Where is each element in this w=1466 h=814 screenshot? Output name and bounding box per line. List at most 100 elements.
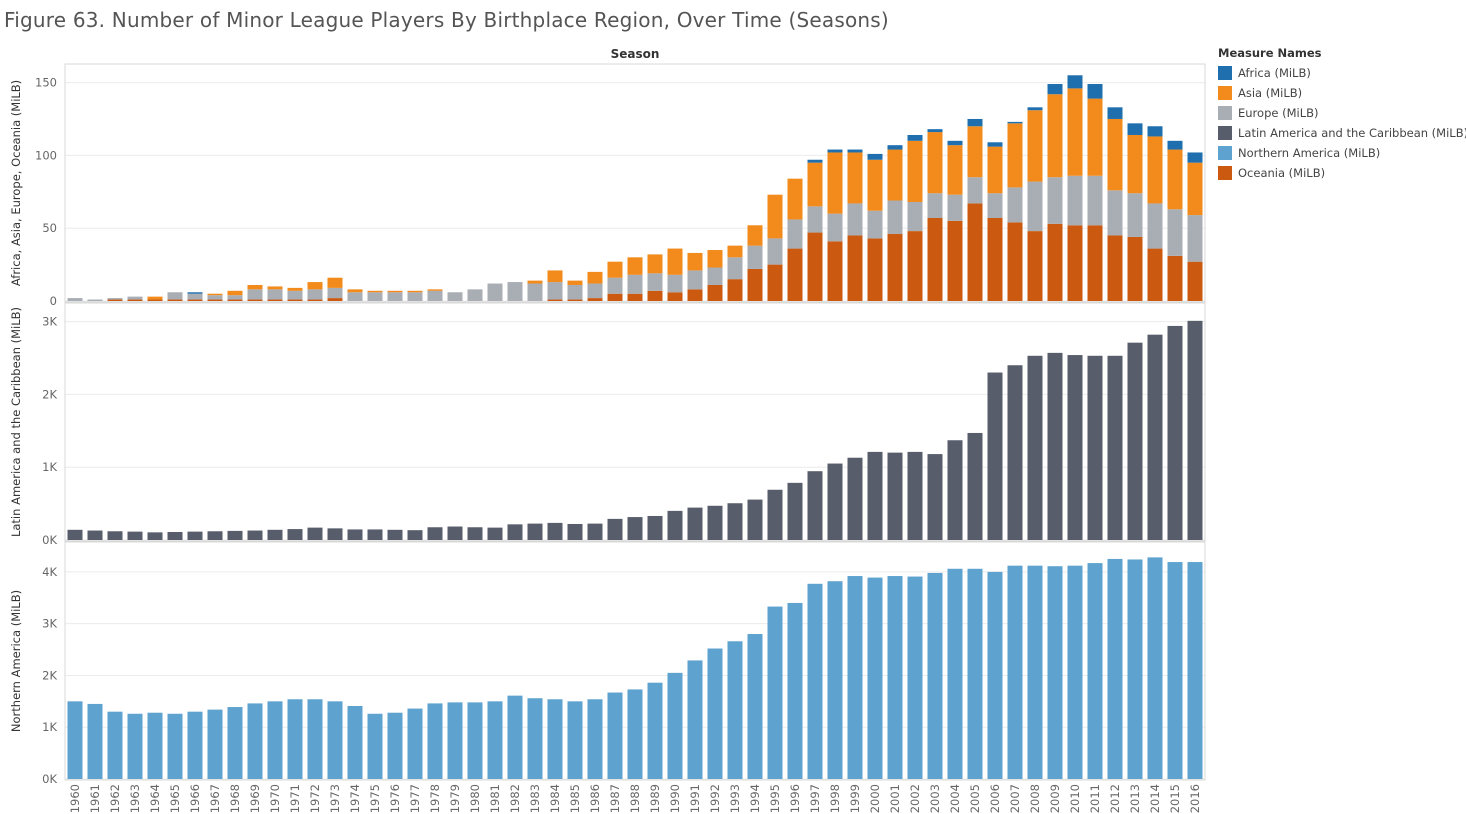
bar-latin-america-and-the-caribbean-milb-1977 — [407, 530, 423, 540]
x-tick-label: 1965 — [168, 784, 182, 813]
legend-item-oceania[interactable]: Oceania (MiLB) — [1218, 163, 1464, 183]
x-tick-label: 1987 — [608, 784, 622, 813]
bar-latin-america-and-the-caribbean-milb-1967 — [207, 531, 223, 540]
legend-swatch-latin-america — [1218, 126, 1232, 140]
bar-latin-america-and-the-caribbean-milb-1965 — [167, 531, 183, 540]
x-tick-label: 1963 — [128, 784, 142, 813]
x-tick-label: 1962 — [108, 784, 122, 813]
legend-label-northern-america: Northern America (MiLB) — [1238, 146, 1381, 160]
bar-oceania-milb-1991 — [687, 289, 703, 301]
bar-northern-america-milb-1967 — [207, 709, 223, 779]
bar-europe-milb-2007 — [1007, 187, 1023, 223]
y-tick-label: 50 — [42, 221, 57, 235]
bar-latin-america-and-the-caribbean-milb-2000 — [867, 451, 883, 540]
bar-northern-america-milb-2013 — [1127, 559, 1143, 779]
x-tick-label: 1990 — [668, 784, 682, 813]
x-tick-label: 2006 — [988, 784, 1002, 813]
bar-africa-milb-2014 — [1147, 126, 1163, 137]
bar-latin-america-and-the-caribbean-milb-2007 — [1007, 365, 1023, 540]
x-tick-label: 2008 — [1028, 784, 1042, 813]
x-tick-label: 1973 — [328, 784, 342, 813]
bar-latin-america-and-the-caribbean-milb-2010 — [1067, 355, 1083, 540]
bar-oceania-milb-1985 — [567, 299, 583, 301]
bar-asia-milb-2008 — [1027, 110, 1043, 182]
bar-latin-america-and-the-caribbean-milb-1976 — [387, 529, 403, 540]
bar-northern-america-milb-2011 — [1087, 563, 1103, 779]
bar-northern-america-milb-1971 — [287, 699, 303, 779]
bar-asia-milb-2016 — [1187, 162, 1203, 216]
bar-latin-america-and-the-caribbean-milb-1975 — [367, 529, 383, 540]
bar-latin-america-and-the-caribbean-milb-1968 — [227, 530, 243, 540]
bar-europe-milb-1997 — [807, 206, 823, 233]
x-tick-label: 1999 — [848, 784, 862, 813]
x-tick-label: 1972 — [308, 784, 322, 813]
bar-northern-america-milb-2014 — [1147, 557, 1163, 779]
x-tick-label: 1967 — [208, 784, 222, 813]
x-tick-label: 2015 — [1168, 784, 1182, 813]
x-tick-label: 1994 — [748, 784, 762, 813]
legend-item-latin-america[interactable]: Latin America and the Caribbean (MiLB) — [1218, 123, 1466, 143]
bar-latin-america-and-the-caribbean-milb-1962 — [107, 531, 123, 540]
bar-europe-milb-1972 — [307, 289, 323, 300]
y-tick-label: 4K — [42, 565, 57, 579]
bar-northern-america-milb-1963 — [127, 713, 143, 779]
legend-item-africa[interactable]: Africa (MiLB) — [1218, 63, 1464, 83]
bar-africa-milb-2010 — [1067, 75, 1083, 89]
bar-africa-milb-1997 — [807, 159, 823, 163]
bar-northern-america-milb-1995 — [767, 606, 783, 779]
bar-oceania-milb-2012 — [1107, 235, 1123, 301]
bar-europe-milb-2000 — [867, 210, 883, 239]
bar-latin-america-and-the-caribbean-milb-1979 — [447, 526, 463, 540]
x-tick-label: 1980 — [468, 784, 482, 813]
bar-oceania-milb-1996 — [787, 248, 803, 301]
bar-asia-milb-1993 — [727, 245, 743, 258]
bar-europe-milb-1986 — [587, 283, 603, 299]
bar-europe-milb-1961 — [87, 299, 103, 301]
bar-latin-america-and-the-caribbean-milb-1972 — [307, 527, 323, 540]
bar-latin-america-and-the-caribbean-milb-1970 — [267, 529, 283, 540]
bar-asia-milb-1983 — [527, 280, 543, 284]
x-tick-label: 2010 — [1068, 784, 1082, 813]
y-tick-label: 1K — [42, 460, 57, 474]
legend-label-europe: Europe (MiLB) — [1238, 106, 1319, 120]
bar-northern-america-milb-1977 — [407, 708, 423, 779]
bar-europe-milb-1998 — [827, 213, 843, 242]
bar-oceania-milb-2007 — [1007, 222, 1023, 301]
legend-item-asia[interactable]: Asia (MiLB) — [1218, 83, 1464, 103]
bar-europe-milb-1965 — [167, 292, 183, 300]
x-tick-label: 1960 — [68, 784, 82, 813]
bar-asia-milb-1997 — [807, 162, 823, 207]
bar-oceania-milb-2006 — [987, 217, 1003, 301]
bar-africa-milb-2000 — [867, 153, 883, 160]
bar-northern-america-milb-2012 — [1107, 558, 1123, 779]
bar-northern-america-milb-2008 — [1027, 565, 1043, 779]
legend-swatch-asia — [1218, 86, 1232, 100]
bar-latin-america-and-the-caribbean-milb-1964 — [147, 532, 163, 540]
legend-label-asia: Asia (MiLB) — [1238, 86, 1303, 100]
bar-asia-milb-1964 — [147, 296, 163, 300]
bar-northern-america-milb-1993 — [727, 641, 743, 779]
bar-oceania-milb-1984 — [547, 299, 563, 301]
bar-northern-america-milb-1983 — [527, 698, 543, 779]
bar-africa-milb-2015 — [1167, 140, 1183, 150]
bar-asia-milb-1998 — [827, 152, 843, 214]
y-tick-label: 0K — [42, 533, 57, 547]
bar-europe-milb-1962 — [107, 298, 123, 300]
bar-europe-milb-1971 — [287, 290, 303, 300]
y-axis-title: Africa, Asia, Europe, Oceania (MiLB) — [9, 80, 23, 286]
bar-oceania-milb-1968 — [227, 299, 243, 301]
legend-item-northern-america[interactable]: Northern America (MiLB) — [1218, 143, 1464, 163]
bar-latin-america-and-the-caribbean-milb-1997 — [807, 471, 823, 540]
y-axis-title: Northern America (MiLB) — [9, 590, 23, 732]
legend-item-europe[interactable]: Europe (MiLB) — [1218, 103, 1464, 123]
bar-latin-america-and-the-caribbean-milb-1982 — [507, 524, 523, 540]
x-tick-label: 2002 — [908, 784, 922, 813]
bar-asia-milb-2002 — [907, 140, 923, 202]
bar-northern-america-milb-2001 — [887, 576, 903, 779]
bar-africa-milb-2009 — [1047, 84, 1063, 95]
bar-northern-america-milb-1975 — [367, 713, 383, 779]
bar-europe-milb-2010 — [1067, 175, 1083, 226]
bar-northern-america-milb-1964 — [147, 712, 163, 779]
bar-asia-milb-1985 — [567, 280, 583, 285]
bar-northern-america-milb-2005 — [967, 568, 983, 779]
